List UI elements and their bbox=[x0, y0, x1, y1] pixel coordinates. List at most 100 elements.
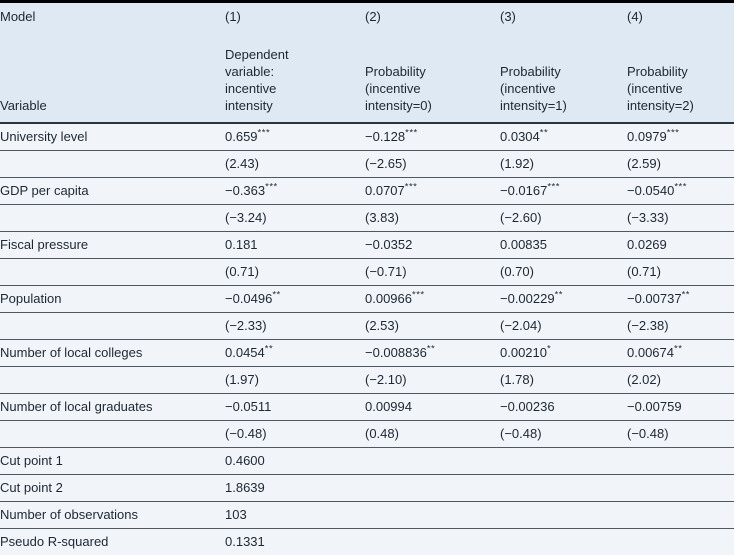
significance-stars: * bbox=[547, 343, 552, 355]
value-cell: −0.0496** bbox=[225, 284, 365, 312]
depvar-desc-3: Probability (incentive intensity=1) bbox=[500, 30, 627, 124]
value-cell: (−3.33) bbox=[627, 203, 734, 231]
depvar-desc-1: Dependent variable: incentive intensity bbox=[225, 30, 365, 124]
value-cell: −0.00229** bbox=[500, 284, 627, 312]
significance-stars: *** bbox=[265, 181, 278, 193]
row-label: Fiscal pressure bbox=[0, 230, 225, 258]
value-cell: 0.4600 bbox=[225, 446, 365, 474]
value-cell: (0.70) bbox=[500, 257, 627, 285]
table-row: Number of observations 103 bbox=[0, 500, 734, 528]
value-cell: 0.0454** bbox=[225, 338, 365, 366]
model-col-1: (1) bbox=[225, 3, 365, 30]
value-cell: −0.00737** bbox=[627, 284, 734, 312]
value-cell bbox=[627, 500, 734, 528]
significance-stars: *** bbox=[412, 289, 425, 301]
row-label: Population bbox=[0, 284, 225, 312]
value-cell: (2.43) bbox=[225, 149, 365, 177]
value-cell: 103 bbox=[225, 500, 365, 528]
table-row: GDP per capita −0.363*** 0.0707*** −0.0167*… bbox=[0, 176, 734, 204]
value-cell: −0.008836** bbox=[365, 338, 500, 366]
value-cell: (0.71) bbox=[225, 257, 365, 285]
value-cell: (2.53) bbox=[365, 311, 500, 339]
value-cell: 0.00210* bbox=[500, 338, 627, 366]
value-cell bbox=[365, 527, 500, 555]
value-cell: 0.0304** bbox=[500, 123, 627, 150]
significance-stars: ** bbox=[539, 127, 549, 139]
model-header-row: Model (1) (2) (3) (4) bbox=[0, 3, 734, 30]
row-label: Cut point 1 bbox=[0, 446, 225, 474]
significance-stars: ** bbox=[426, 343, 436, 355]
value-cell: −0.0540*** bbox=[627, 176, 734, 204]
table-row: Number of local graduates −0.0511 0.00994−… bbox=[0, 392, 734, 420]
significance-stars: ** bbox=[674, 343, 683, 355]
table-row: (−3.24) (3.83) (−2.60) (−3.33) bbox=[0, 203, 734, 231]
value-cell bbox=[365, 473, 500, 501]
significance-stars: *** bbox=[405, 127, 418, 139]
row-label: GDP per capita bbox=[0, 176, 225, 204]
value-cell bbox=[500, 527, 627, 555]
value-cell: (−2.60) bbox=[500, 203, 627, 231]
value-cell: (1.92) bbox=[500, 149, 627, 177]
row-label: Pseudo R-squared bbox=[0, 527, 225, 555]
row-label bbox=[0, 419, 225, 447]
depvar-desc-2: Probability (incentive intensity=0) bbox=[365, 30, 500, 124]
table-row: Cut point 1 0.4600 bbox=[0, 446, 734, 474]
value-cell: 0.0269 bbox=[627, 230, 734, 258]
value-cell bbox=[500, 473, 627, 501]
row-label bbox=[0, 203, 225, 231]
table-row: (1.97) (−2.10) (1.78) (2.02) bbox=[0, 365, 734, 393]
value-cell: (3.83) bbox=[365, 203, 500, 231]
depvar-desc-4: Probability (incentive intensity=2) bbox=[627, 30, 734, 124]
significance-stars: ** bbox=[272, 289, 281, 301]
value-cell: (2.59) bbox=[627, 149, 734, 177]
value-cell bbox=[627, 527, 734, 555]
value-cell: −0.0352 bbox=[365, 230, 500, 258]
table-body: University level 0.659*** −0.128*** 0.0304*… bbox=[0, 123, 734, 555]
value-cell: 0.0979*** bbox=[627, 123, 734, 150]
table-row: University level 0.659*** −0.128*** 0.0304*… bbox=[0, 123, 734, 150]
value-cell: (−2.65) bbox=[365, 149, 500, 177]
significance-stars: ** bbox=[554, 289, 563, 301]
table-row: (−0.48) (0.48) (−0.48) (−0.48) bbox=[0, 419, 734, 447]
row-label: Number of local colleges bbox=[0, 338, 225, 366]
significance-stars: *** bbox=[674, 181, 687, 193]
row-label bbox=[0, 257, 225, 285]
value-cell: (−2.38) bbox=[627, 311, 734, 339]
value-cell: (1.97) bbox=[225, 365, 365, 393]
model-header-label: Model bbox=[0, 3, 225, 30]
value-cell: (−0.71) bbox=[365, 257, 500, 285]
value-cell: (1.78) bbox=[500, 365, 627, 393]
row-label bbox=[0, 365, 225, 393]
model-col-3: (3) bbox=[500, 3, 627, 30]
value-cell: 0.00966*** bbox=[365, 284, 500, 312]
value-cell: (−0.48) bbox=[500, 419, 627, 447]
value-cell: (−2.04) bbox=[500, 311, 627, 339]
value-cell: (−0.48) bbox=[225, 419, 365, 447]
value-cell: (−3.24) bbox=[225, 203, 365, 231]
table-row: Cut point 2 1.8639 bbox=[0, 473, 734, 501]
row-label bbox=[0, 311, 225, 339]
value-cell: (2.02) bbox=[627, 365, 734, 393]
row-label: Cut point 2 bbox=[0, 473, 225, 501]
value-cell bbox=[365, 446, 500, 474]
value-cell: −0.0511 bbox=[225, 392, 365, 420]
value-cell bbox=[500, 446, 627, 474]
row-label: Number of observations bbox=[0, 500, 225, 528]
row-label: Number of local graduates bbox=[0, 392, 225, 420]
regression-table: Model (1) (2) (3) (4) Variable Dependent… bbox=[0, 3, 734, 555]
table-row: Pseudo R-squared 0.1331 bbox=[0, 527, 734, 555]
row-label: University level bbox=[0, 123, 225, 150]
value-cell: (−0.48) bbox=[627, 419, 734, 447]
table-row: Number of local colleges 0.0454** −0.00883… bbox=[0, 338, 734, 366]
table-row: Population −0.0496** 0.00966*** −0.00229** −… bbox=[0, 284, 734, 312]
value-cell: −0.0167*** bbox=[500, 176, 627, 204]
value-cell: 0.00674** bbox=[627, 338, 734, 366]
model-col-4: (4) bbox=[627, 3, 734, 30]
table-row: (2.43) (−2.65) (1.92) (2.59) bbox=[0, 149, 734, 177]
variable-header-label: Variable bbox=[0, 30, 225, 124]
value-cell bbox=[627, 473, 734, 501]
value-cell: (−2.10) bbox=[365, 365, 500, 393]
significance-stars: ** bbox=[264, 343, 274, 355]
variable-header-row: Variable Dependent variable: incentive i… bbox=[0, 30, 734, 124]
